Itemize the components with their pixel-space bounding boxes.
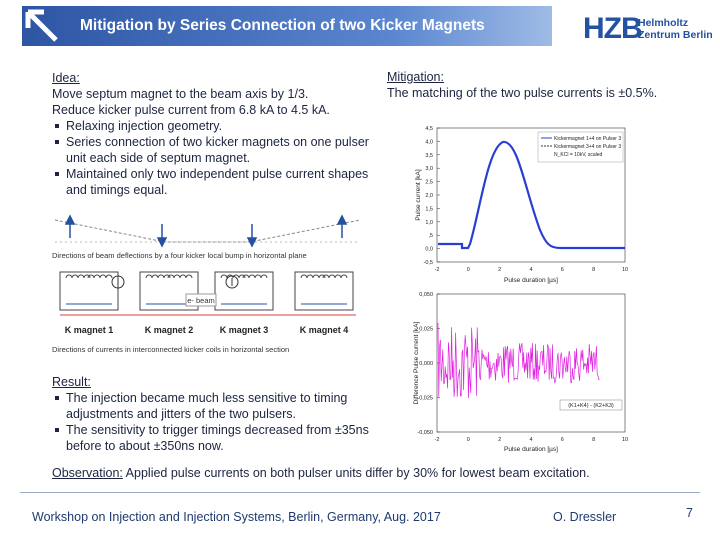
x-tick-label: 4 <box>529 267 532 273</box>
result-bullet: The sensitivity to trigger timings decre… <box>52 422 372 454</box>
magnet-label: K magnet 1 <box>65 325 114 335</box>
x-tick-label: 10 <box>622 267 628 273</box>
observation-text: Applied pulse currents on both pulser un… <box>125 466 590 480</box>
magnet-label: K magnet 3 <box>220 325 269 335</box>
idea-bullet: Maintained only two independent pulse cu… <box>52 166 370 198</box>
y-tick-label: 3,0 <box>425 166 433 172</box>
y-tick-label: 4,0 <box>425 139 433 145</box>
x-tick-label: 4 <box>529 437 532 443</box>
observation-heading: Observation: <box>52 466 123 480</box>
legend-entry: Kickermagnet 1+4 on Pulser 3 <box>554 136 621 142</box>
title: Mitigation by Series Connection of two K… <box>80 17 485 34</box>
result-bullet: The injection became much less sensitive… <box>52 390 372 422</box>
x-axis-label: Pulse duration [µs] <box>504 277 558 284</box>
x-tick-label: 8 <box>592 437 595 443</box>
y-tick-label: 4,5 <box>425 126 433 132</box>
idea-line: Reduce kicker pulse current from 6.8 kA … <box>52 103 330 117</box>
x-tick-label: 2 <box>498 267 501 273</box>
x-axis-label: Pulse duration [µs] <box>504 446 558 453</box>
y-tick-label: 0,050 <box>419 292 433 298</box>
idea-bullet: Relaxing injection geometry. <box>52 118 370 134</box>
footer-author: O. Dressler <box>553 510 617 524</box>
footer-rule <box>20 492 700 493</box>
y-tick-label: 1,5 <box>425 206 433 212</box>
bullet-text: Maintained only two independent pulse cu… <box>66 167 369 197</box>
y-tick-label: 1,0 <box>425 220 433 226</box>
y-tick-label: 3,5 <box>425 153 433 159</box>
y-tick-label: 0,000 <box>419 361 433 367</box>
y-tick-label: -0,5 <box>424 260 433 266</box>
diagram-caption: Directions of beam deflections by a four… <box>52 251 307 260</box>
legend-entry: Kickermagnet 3+4 on Pulser 3 <box>554 144 621 150</box>
header-bar <box>22 6 552 46</box>
logo-mark: HZB <box>583 12 643 45</box>
legend-entry: N_KCl = 10kV, scaled <box>554 152 603 158</box>
header-icon <box>25 9 58 42</box>
bullet-text: The injection became much less sensitive… <box>66 391 348 421</box>
kicker-diagram: Directions of beam deflections by a four… <box>52 214 361 354</box>
magnet-label: K magnet 2 <box>145 325 194 335</box>
footer-event: Workshop on Injection and Injection Syst… <box>32 510 441 524</box>
x-tick-label: 8 <box>592 267 595 273</box>
beam-label: e- beam <box>187 296 215 305</box>
y-tick-label: 2,0 <box>425 193 433 199</box>
observation: Observation: Applied pulse currents on b… <box>52 465 712 481</box>
x-tick-label: 10 <box>622 437 628 443</box>
y-tick-label: -0,025 <box>417 396 433 402</box>
y-tick-label: 0,025 <box>419 327 433 333</box>
logo-text: Helmholtz Zentrum Berlin <box>638 17 713 41</box>
mitigation-text: The matching of the two pulse currents i… <box>387 86 658 100</box>
bullet-text: The sensitivity to trigger timings decre… <box>66 423 369 453</box>
idea-line: Move septum magnet to the beam axis by 1… <box>52 87 309 101</box>
bullet-text: Series connection of two kicker magnets … <box>66 135 369 165</box>
idea-bullet: Series connection of two kicker magnets … <box>52 134 370 166</box>
y-tick-label: 0,0 <box>425 247 433 253</box>
idea-heading: Idea: <box>52 71 80 85</box>
legend-entry: (K1+K4) - (K2+K3) <box>568 403 614 409</box>
y-tick-label: 2,5 <box>425 180 433 186</box>
x-tick-label: -2 <box>435 437 440 443</box>
magnet-label: K magnet 4 <box>300 325 349 335</box>
x-tick-label: 6 <box>561 267 564 273</box>
mitigation-heading: Mitigation: <box>387 70 444 84</box>
difference-plot: 0,050 0,025 0,000 -0,025 -0,050-2 0 2 4 6 8 10 Dif… <box>413 292 628 453</box>
logo-line: Helmholtz <box>638 17 689 29</box>
y-axis-label: Pulse current [kA] <box>415 169 422 220</box>
bullet-text: Relaxing injection geometry. <box>66 119 223 133</box>
x-tick-label: -2 <box>435 267 440 273</box>
result-block: Result: The injection became much less s… <box>52 374 372 454</box>
logo-line: Zentrum Berlin <box>638 29 713 41</box>
idea-block: Idea: Move septum magnet to the beam axi… <box>52 70 370 198</box>
page-number: 7 <box>686 506 693 520</box>
y-tick-label: ,5 <box>428 233 433 239</box>
result-heading: Result: <box>52 375 91 389</box>
pulse-plot: 4,5 4,0 3,5 3,0 2,5 2,0 1,5 1,0 ,5 0,0 -0,5-2 0 2 4 6 8… <box>415 126 628 284</box>
diagram-caption: Directions of currents in interconnected… <box>52 345 289 354</box>
y-axis-label: Difference Pulse current [kA] <box>413 322 420 405</box>
x-tick-label: 0 <box>467 267 470 273</box>
mitigation-block: Mitigation: The matching of the two puls… <box>387 69 707 101</box>
x-tick-label: 0 <box>467 437 470 443</box>
y-tick-label: -0,050 <box>417 430 433 436</box>
x-tick-label: 6 <box>561 437 564 443</box>
x-tick-label: 2 <box>498 437 501 443</box>
